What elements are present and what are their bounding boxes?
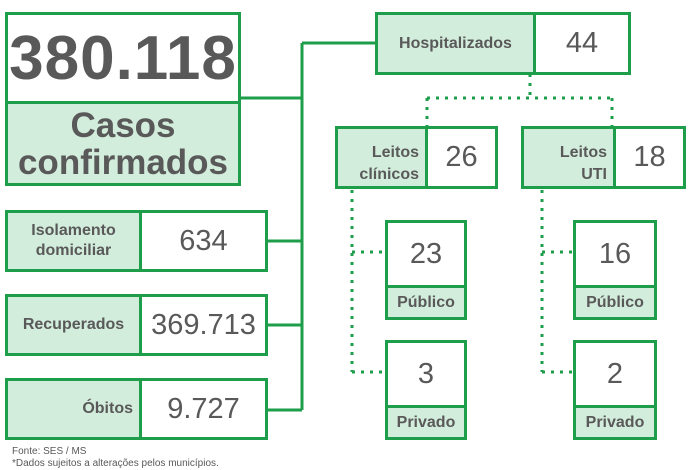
icu-public-value: 16 bbox=[576, 223, 654, 285]
icu-private-box: 2 Privado bbox=[573, 340, 657, 440]
dotted-connectors bbox=[350, 74, 614, 374]
clinical-beds-label-line1: Leitos bbox=[371, 144, 419, 161]
icu-beds-label-line2: UTI bbox=[581, 166, 607, 183]
hospitalized-box: Hospitalizados 44 bbox=[375, 12, 631, 75]
recovered-label: Recuperados bbox=[8, 297, 142, 353]
hospitalized-label: Hospitalizados bbox=[378, 15, 536, 72]
clinical-public-box: 23 Público bbox=[385, 220, 467, 320]
clinical-beds-label-line2: clínicos bbox=[359, 166, 419, 183]
clinical-private-label: Privado bbox=[388, 405, 464, 437]
recovered-value: 369.713 bbox=[142, 297, 265, 353]
clinical-beds-value: 26 bbox=[428, 129, 495, 186]
clinical-public-value: 23 bbox=[388, 223, 464, 285]
disclaimer-note: *Dados sujeitos a alterações pelos munic… bbox=[12, 458, 219, 469]
home-isolation-label-line1: Isolamento bbox=[31, 222, 116, 239]
icu-private-label: Privado bbox=[576, 405, 654, 437]
clinical-beds-box: Leitos clínicos 26 bbox=[335, 126, 498, 189]
home-isolation-value: 634 bbox=[142, 213, 265, 269]
confirmed-cases-box: 380.118 Casos confirmados bbox=[5, 12, 241, 186]
icu-private-value: 2 bbox=[576, 343, 654, 405]
confirmed-cases-label-line1: Casos bbox=[70, 105, 176, 145]
icu-public-box: 16 Público bbox=[573, 220, 657, 320]
clinical-public-label: Público bbox=[388, 285, 464, 317]
deaths-box: Óbitos 9.727 bbox=[5, 378, 268, 440]
hospitalized-value: 44 bbox=[536, 15, 628, 72]
home-isolation-label-line2: domiciliar bbox=[35, 242, 112, 259]
home-isolation-box: Isolamento domiciliar 634 bbox=[5, 210, 268, 272]
recovered-box: Recuperados 369.713 bbox=[5, 294, 268, 356]
icu-beds-label-line1: Leitos bbox=[559, 144, 607, 161]
icu-beds-label: Leitos UTI bbox=[524, 129, 616, 186]
icu-beds-box: Leitos UTI 18 bbox=[521, 126, 686, 189]
clinical-beds-label: Leitos clínicos bbox=[338, 129, 428, 186]
source-note: Fonte: SES / MS bbox=[12, 446, 87, 457]
icu-public-label: Público bbox=[576, 285, 654, 317]
icu-beds-value: 18 bbox=[616, 129, 683, 186]
deaths-value: 9.727 bbox=[142, 381, 265, 437]
solid-connectors bbox=[240, 41, 377, 412]
clinical-private-box: 3 Privado bbox=[385, 340, 467, 440]
confirmed-cases-label-line2: confirmados bbox=[17, 142, 229, 182]
confirmed-cases-label: Casos confirmados bbox=[8, 101, 238, 183]
home-isolation-label: Isolamento domiciliar bbox=[8, 213, 142, 269]
deaths-label: Óbitos bbox=[8, 381, 142, 437]
clinical-private-value: 3 bbox=[388, 343, 464, 405]
confirmed-cases-value: 380.118 bbox=[8, 15, 238, 101]
